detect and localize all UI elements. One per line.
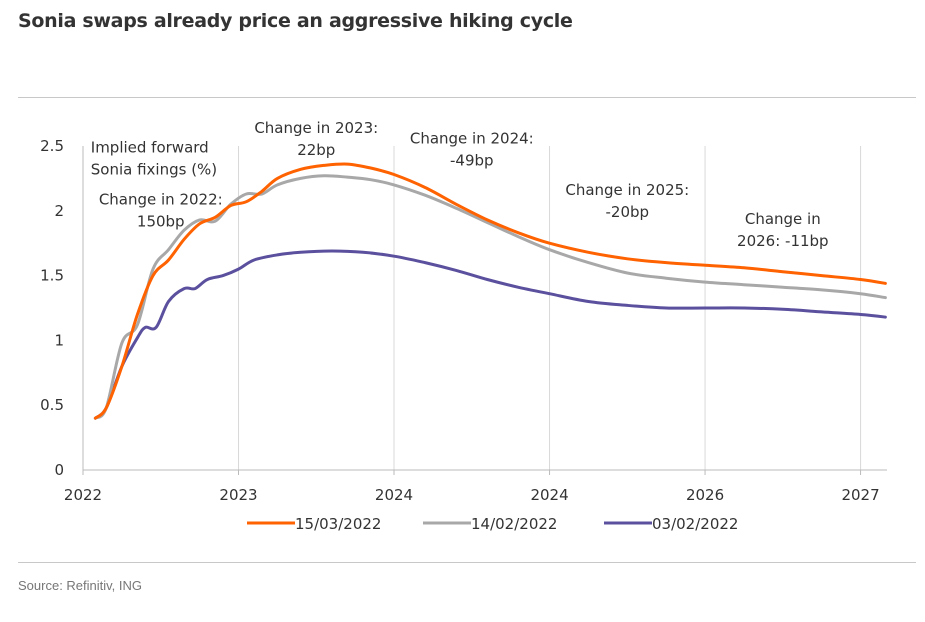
y-tick-label: 2.5	[40, 137, 64, 155]
series-line-15-03-2022	[93, 162, 887, 420]
x-tick-label: 2024	[530, 486, 568, 504]
annotation-text: 2026: -11bp	[737, 232, 829, 250]
annotation-text: Change in 2022:	[99, 190, 223, 208]
annotation-text: -20bp	[606, 203, 650, 221]
bottom-divider	[18, 562, 916, 563]
annotation-text: 22bp	[297, 141, 335, 159]
y-tick-label: 1	[54, 331, 64, 349]
y-tick-label: 1.5	[40, 267, 64, 285]
series-line-03-02-2022	[93, 249, 887, 420]
x-tick-label: 2022	[64, 486, 102, 504]
series-line-14-02-2022	[93, 174, 887, 420]
annotation-text: -49bp	[450, 151, 494, 169]
x-tick-label: 2027	[841, 486, 879, 504]
legend: 15/03/2022 14/02/2022 03/02/2022	[247, 515, 738, 533]
annotation-text: Change in 2025:	[565, 181, 689, 199]
annotation-text: 150bp	[137, 212, 185, 230]
y-tick-label: 0.5	[40, 396, 64, 414]
series-lines	[93, 162, 887, 420]
top-divider	[18, 97, 916, 98]
legend-label: 15/03/2022	[295, 515, 381, 533]
annotation-text: Sonia fixings (%)	[91, 160, 217, 178]
annotation-text: Implied forward	[91, 138, 209, 156]
legend-label: 14/02/2022	[471, 515, 557, 533]
legend-label: 03/02/2022	[652, 515, 738, 533]
x-tick-label: 2023	[219, 486, 257, 504]
annotations: Implied forward Sonia fixings (%) Change i…	[91, 119, 829, 250]
x-tick-label: 2024	[375, 486, 413, 504]
source-note: Source: Refinitiv, ING	[18, 578, 143, 593]
axes: 0 0.5 1 1.5 2 2.5 2022 2023 2024 2024 2026 2027	[40, 137, 887, 504]
annotation-text: Change in	[745, 210, 821, 228]
annotation-text: Change in 2024:	[410, 129, 534, 147]
x-tick-label: 2026	[686, 486, 724, 504]
y-tick-label: 0	[54, 461, 64, 479]
y-tick-label: 2	[54, 202, 64, 220]
page-title: Sonia swaps already price an aggressive …	[18, 10, 573, 32]
annotation-text: Change in 2023:	[254, 119, 378, 137]
